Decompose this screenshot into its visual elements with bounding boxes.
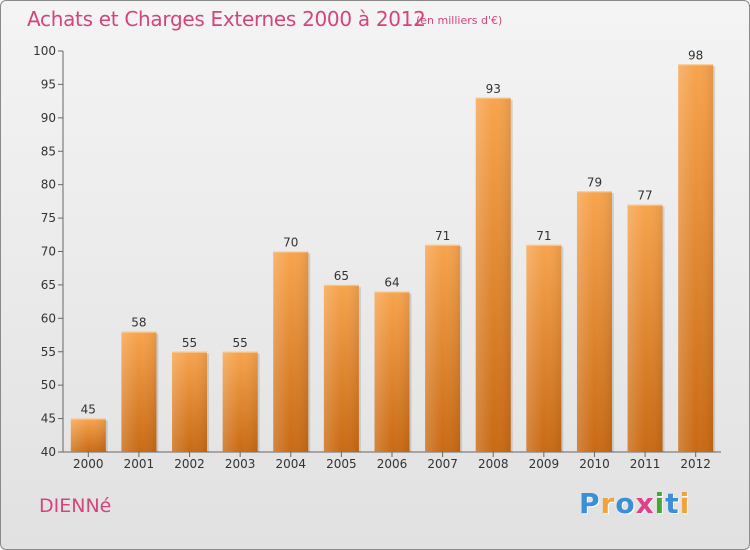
bar-shine: [374, 291, 410, 452]
data-label: 65: [334, 269, 349, 283]
x-tick-label: 2007: [427, 457, 458, 471]
axes: 40 45 50 55 60 65 70 75 80 85 90 95 100 2000 2001 2002 2…: [33, 44, 721, 471]
chart-title: Achats et Charges Externes 2000 à 2012: [27, 7, 426, 31]
bar-shine: [222, 351, 258, 452]
data-label: 45: [81, 403, 96, 417]
x-tick-label: 2000: [73, 457, 104, 471]
logo-letter: i: [679, 487, 691, 520]
bar-shine: [70, 418, 106, 452]
y-tick-label: 95: [41, 77, 56, 91]
x-tick-label: 2010: [579, 457, 610, 471]
bar-shine: [323, 284, 359, 452]
data-label: 55: [182, 336, 197, 350]
y-tick-label: 75: [41, 211, 56, 225]
data-label: 77: [637, 189, 652, 203]
x-tick-label: 2012: [680, 457, 711, 471]
x-tick-label: 2011: [630, 457, 661, 471]
y-tick-label: 55: [41, 345, 56, 359]
bar-shine: [475, 97, 511, 453]
bar-shine: [425, 244, 461, 452]
logo-letter: r: [600, 487, 616, 520]
data-label: 64: [384, 276, 399, 290]
y-tick-label: 70: [41, 245, 56, 259]
chart-subtitle: (en milliers d'€): [416, 14, 503, 27]
x-tick-label: 2001: [124, 457, 155, 471]
x-tick-label: 2005: [326, 457, 357, 471]
bar-shine: [678, 64, 714, 452]
x-tick-label: 2003: [225, 457, 256, 471]
x-tick-label: 2006: [377, 457, 408, 471]
bar-shine: [526, 244, 562, 452]
data-label: 98: [688, 48, 703, 62]
data-label: 71: [536, 229, 551, 243]
logo-letter: P: [579, 487, 601, 520]
logo-letter: t: [665, 487, 680, 520]
data-label: 71: [435, 229, 450, 243]
data-label: 93: [486, 82, 501, 96]
bar-shine: [273, 251, 309, 452]
bars-group: [70, 64, 716, 453]
y-tick-label: 40: [41, 445, 56, 459]
y-tick-label: 50: [41, 378, 56, 392]
bar-shine: [121, 331, 157, 452]
bar-shine: [576, 191, 612, 452]
data-label: 70: [283, 236, 298, 250]
y-tick-label: 45: [41, 412, 56, 426]
logo-letter: o: [615, 487, 636, 520]
logo-letter: i: [654, 487, 666, 520]
bar-shine: [172, 351, 208, 452]
data-label: 55: [233, 336, 248, 350]
y-tick-label: 90: [41, 111, 56, 125]
data-label: 79: [587, 175, 602, 189]
bar-shine: [627, 204, 663, 452]
y-tick-label: 85: [41, 144, 56, 158]
y-tick-label: 60: [41, 311, 56, 325]
x-tick-label: 2008: [478, 457, 509, 471]
logo-letter: x: [635, 487, 655, 520]
x-tick-label: 2002: [174, 457, 205, 471]
data-labels-group: 45 58 55 55 70 65 64 71 93 71 79 77 98: [81, 48, 704, 416]
commune-name: DIENNé: [39, 495, 112, 517]
y-tick-label: 65: [41, 278, 56, 292]
x-tick-label: 2004: [275, 457, 306, 471]
y-tick-label: 100: [33, 44, 56, 58]
data-label: 58: [131, 316, 146, 330]
x-tick-label: 2009: [529, 457, 560, 471]
y-tick-label: 80: [41, 178, 56, 192]
proxiti-logo: Proxiti: [579, 487, 690, 520]
